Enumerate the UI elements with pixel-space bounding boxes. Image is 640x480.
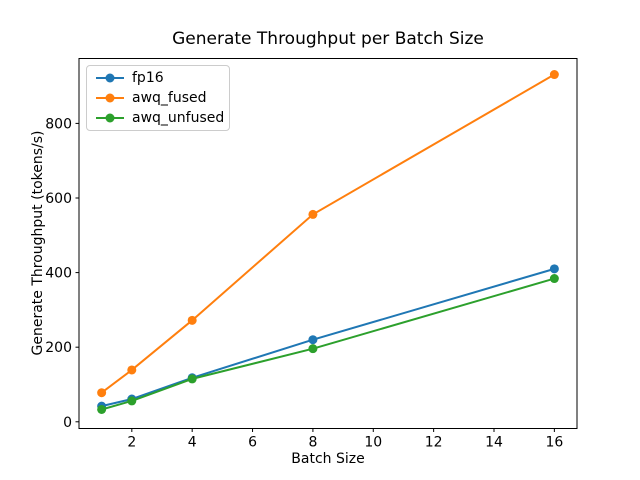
- plot-border: [78, 58, 578, 429]
- legend-row: awq_fused: [95, 88, 229, 108]
- series-point-awq_fused: [127, 365, 137, 375]
- series-point-awq_unfused: [97, 404, 107, 414]
- series-point-fp16: [549, 264, 559, 274]
- legend-row: awq_unfused: [95, 108, 229, 128]
- series-point-awq_fused: [549, 70, 559, 80]
- series-point-awq_unfused: [308, 344, 318, 354]
- x-tick-label: 4: [188, 435, 197, 451]
- legend-row: fp16: [95, 68, 229, 88]
- y-tick-label: 400: [45, 266, 72, 282]
- x-tick-label: 12: [425, 435, 443, 451]
- series-point-awq_fused: [308, 209, 318, 219]
- legend-label: awq_unfused: [132, 110, 225, 126]
- series-point-fp16: [308, 335, 318, 345]
- series-point-awq_fused: [97, 388, 107, 398]
- legend: fp16 awq_fused awq_unfused: [86, 65, 230, 131]
- chart-title: Generate Throughput per Batch Size: [172, 29, 484, 49]
- x-tick-label: 10: [364, 435, 382, 451]
- legend-marker-icon: [96, 73, 124, 83]
- x-tick-label: 8: [308, 435, 317, 451]
- legend-label: fp16: [132, 70, 164, 86]
- x-tick-label: 2: [127, 435, 136, 451]
- x-tick-label: 16: [545, 435, 563, 451]
- y-tick-label: 0: [63, 415, 72, 431]
- legend-marker-icon: [96, 113, 124, 123]
- legend-marker-icon: [96, 93, 124, 103]
- y-tick-label: 800: [45, 116, 72, 132]
- series-line-fp16: [101, 267, 555, 408]
- series-line-awq_unfused: [101, 277, 555, 411]
- y-tick-label: 200: [45, 340, 72, 356]
- series-point-awq_unfused: [187, 374, 197, 384]
- x-tick-label: 6: [248, 435, 257, 451]
- legend-label: awq_fused: [132, 90, 207, 106]
- x-tick-label: 14: [485, 435, 503, 451]
- series-point-awq_unfused: [549, 274, 559, 284]
- y-tick-label: 600: [45, 191, 72, 207]
- series-point-awq_unfused: [127, 396, 137, 406]
- series-point-awq_fused: [187, 315, 197, 325]
- x-axis-label: Batch Size: [291, 451, 365, 467]
